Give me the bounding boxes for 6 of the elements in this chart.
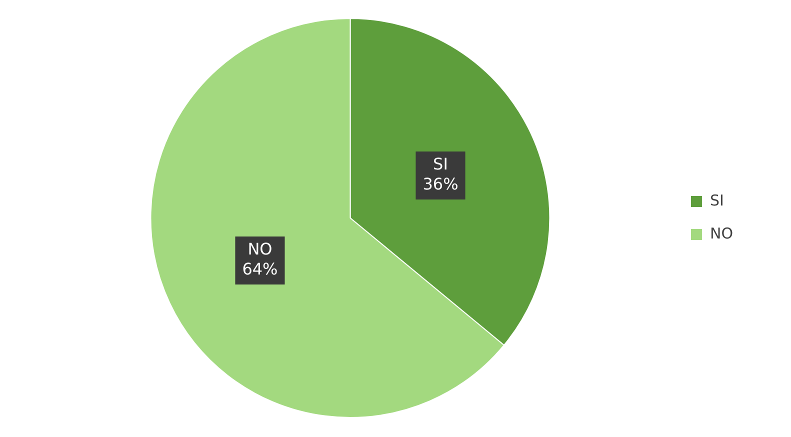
legend-label: SI xyxy=(710,191,724,210)
legend-label: NO xyxy=(710,224,734,242)
slice-label: SI xyxy=(433,154,448,174)
slice-label: NO xyxy=(248,240,272,259)
data-label: 36% xyxy=(422,174,458,194)
data-label: 64% xyxy=(242,260,278,279)
